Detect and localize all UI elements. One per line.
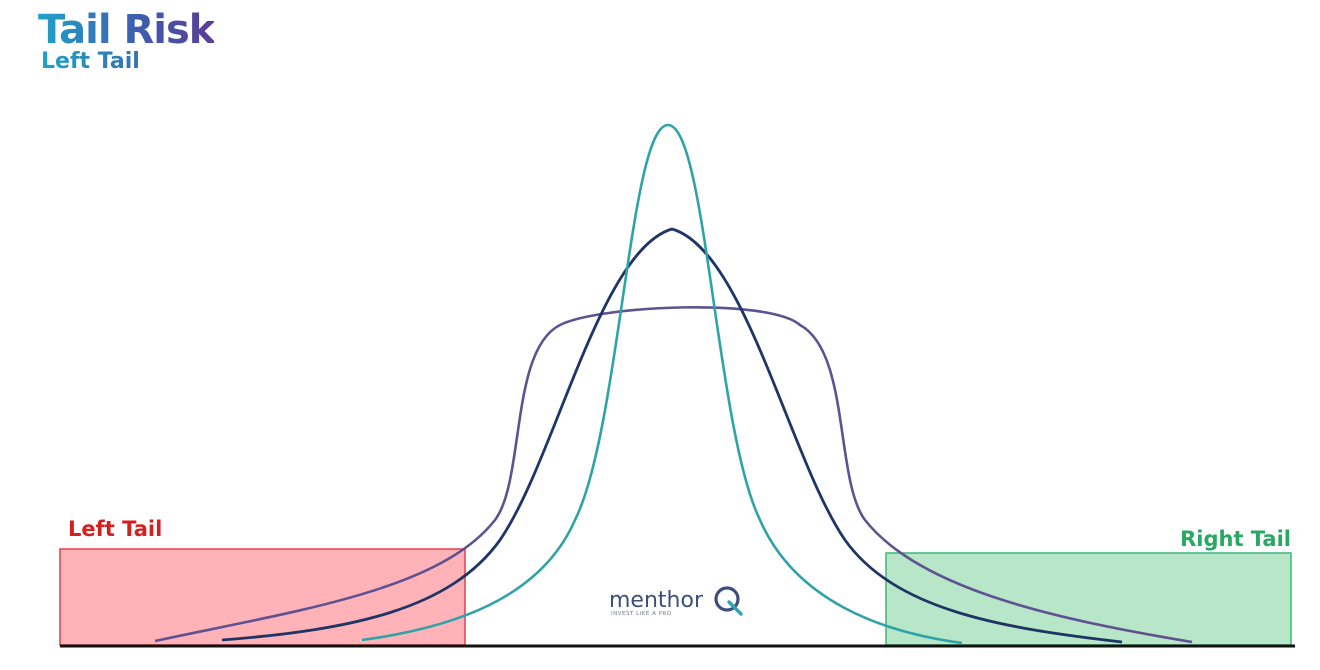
right-tail-label: Right Tail	[1180, 527, 1291, 551]
left-tail-region	[59, 548, 466, 646]
logo-q-icon	[714, 586, 743, 616]
wide-distribution-curve	[154, 306, 1193, 644]
tall-distribution-curve	[361, 123, 963, 645]
medium-distribution-curve	[221, 227, 1123, 644]
menthorq-logo: menthor INVEST LIKE A PRO Q	[609, 586, 743, 617]
logo-tagline: INVEST LIKE A PRO	[611, 611, 672, 617]
right-tail-region	[885, 552, 1292, 646]
logo-wordmark: menthor	[609, 588, 704, 613]
page-title: Tail Risk	[38, 7, 215, 53]
header: Tail Risk Left Tail	[38, 7, 215, 74]
left-tail-label: Left Tail	[68, 517, 162, 541]
page-subtitle: Left Tail	[41, 49, 214, 74]
